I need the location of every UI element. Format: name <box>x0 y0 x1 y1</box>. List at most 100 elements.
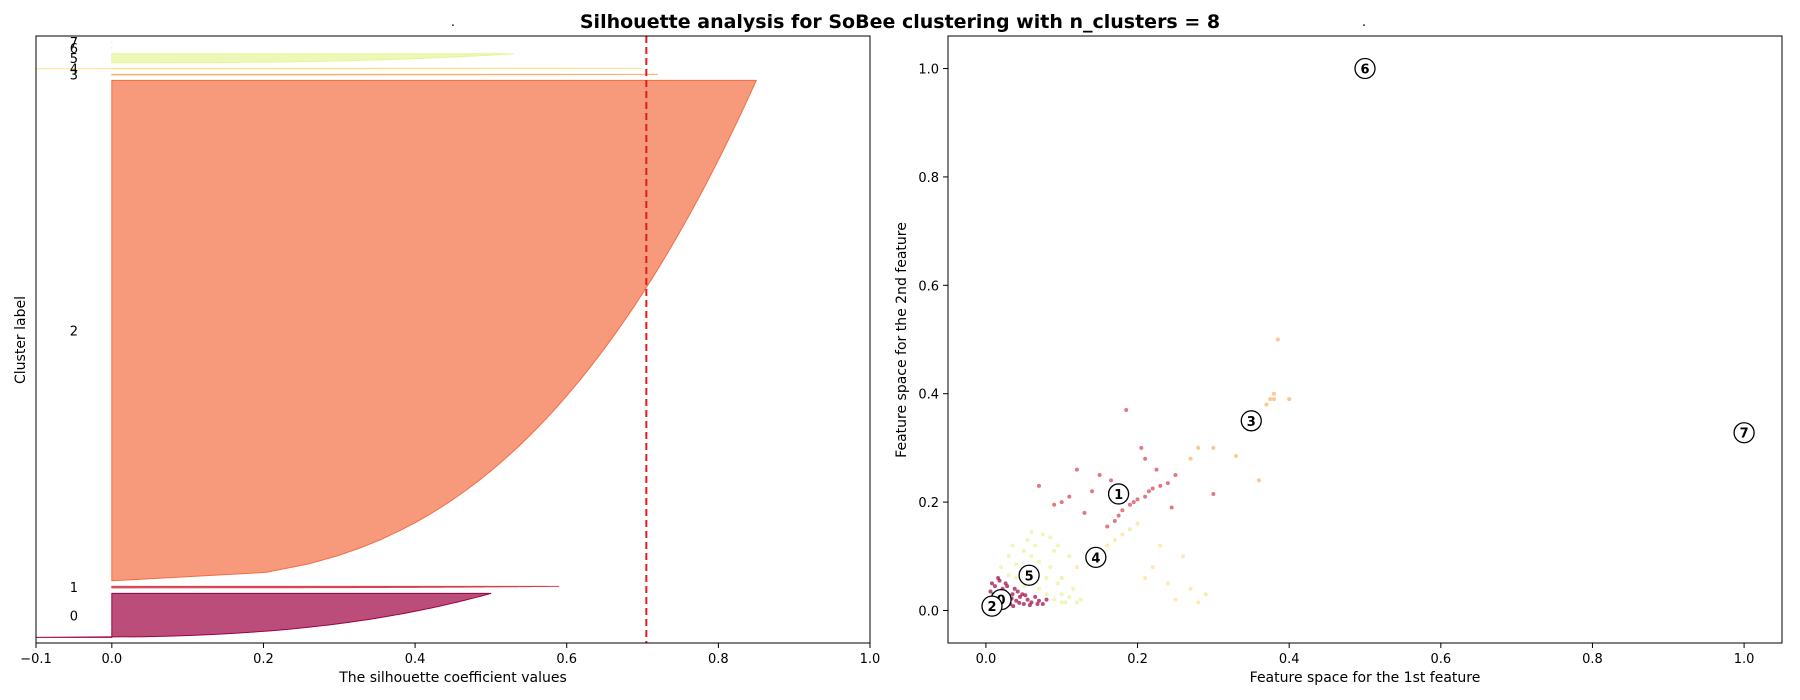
scatter-point-cluster-4 <box>1112 538 1117 543</box>
scatter-point-cluster-5 <box>1052 597 1057 602</box>
scatter-point-cluster-5 <box>1040 532 1045 537</box>
feature-space-plot-frame <box>947 35 1783 644</box>
feature-space-y-tick-label: 0.4 <box>918 388 939 403</box>
scatter-point-cluster-1 <box>1143 456 1148 461</box>
silhouette-x-tick-label: 0.8 <box>708 652 729 667</box>
scatter-point-cluster-3 <box>1272 391 1277 396</box>
scatter-point-cluster-4 <box>1196 600 1201 605</box>
cluster-center-2 <box>981 595 1003 617</box>
cluster-center-1 <box>1107 483 1130 505</box>
scatter-point-cluster-4 <box>1120 532 1125 537</box>
scatter-point-cluster-4 <box>1127 527 1132 532</box>
scatter-point-cluster-5 <box>1044 575 1049 580</box>
silhouette-x-tick-label: 0.2 <box>253 652 274 667</box>
scatter-point-cluster-0 <box>1033 594 1038 599</box>
scatter-point-cluster-0 <box>1015 589 1020 594</box>
scatter-point-cluster-1 <box>1127 502 1132 507</box>
silhouette-cluster-label-0: 0 <box>70 609 78 624</box>
scatter-point-cluster-3 <box>1196 445 1201 450</box>
scatter-point-cluster-5 <box>1059 592 1064 597</box>
cluster-center-5 <box>1018 564 1040 586</box>
scatter-point-cluster-0 <box>996 575 1001 580</box>
scatter-point-cluster-0 <box>1035 601 1040 606</box>
scatter-point-cluster-5 <box>1029 529 1034 534</box>
figure-title: Silhouette analysis for SoBee clustering… <box>580 11 1220 33</box>
scatter-point-cluster-1 <box>1150 486 1155 491</box>
scatter-point-cluster-0 <box>1003 581 1008 586</box>
scatter-point-cluster-3 <box>1234 454 1239 459</box>
silhouette-cluster-label-3: 3 <box>70 69 78 84</box>
scatter-point-cluster-1 <box>1112 519 1117 524</box>
scatter-point-cluster-1 <box>1059 500 1064 505</box>
scatter-point-cluster-0 <box>1020 592 1025 597</box>
scatter-point-cluster-4 <box>1173 597 1178 602</box>
feature-space-y-tick-label: 0.6 <box>918 279 939 294</box>
feature-space-y-tick-label: 0.0 <box>918 604 939 619</box>
scatter-point-cluster-1 <box>1131 500 1136 505</box>
scatter-point-cluster-1 <box>1116 513 1121 518</box>
scatter-point-cluster-0 <box>1025 597 1030 602</box>
scatter-point-cluster-0 <box>988 589 993 594</box>
silhouette-cluster-label-5: 5 <box>70 52 78 67</box>
scatter-point-cluster-0 <box>1021 601 1026 606</box>
scatter-point-cluster-5 <box>1021 548 1026 553</box>
scatter-point-cluster-1 <box>1090 489 1095 494</box>
scatter-point-cluster-5 <box>1074 600 1079 605</box>
scatter-point-cluster-4 <box>1158 543 1163 548</box>
scatter-point-cluster-1 <box>1173 472 1178 477</box>
scatter-point-cluster-5 <box>1014 562 1019 567</box>
silhouette-x-tick-label: 0.4 <box>405 652 426 667</box>
silhouette-cluster-5 <box>111 53 514 64</box>
scatter-point-cluster-1 <box>1154 467 1159 472</box>
feature-space-x-axis-label: Feature space for the 1st feature <box>1250 670 1481 686</box>
feature-space-x-ticks: 0.0 0.2 0.4 0.6 0.8 1.0 <box>976 643 1755 667</box>
silhouette-cluster-label-6: 6 <box>70 42 78 57</box>
scatter-point-cluster-5 <box>1078 597 1083 602</box>
scatter-point-cluster-1 <box>1143 494 1148 499</box>
feature-space-x-tick-label: 0.8 <box>1582 652 1603 667</box>
feature-space-y-axis-label: Feature space for the 2nd feature <box>894 222 910 458</box>
scatter-point-cluster-0 <box>989 581 994 586</box>
feature-space-x-tick-label: 0.0 <box>976 652 997 667</box>
scatter-point-cluster-3 <box>1188 456 1193 461</box>
scatter-point-cluster-5 <box>1063 600 1068 605</box>
silhouette-cluster-0 <box>35 592 492 638</box>
scatter-point-cluster-3 <box>1287 397 1292 402</box>
scatter-point-cluster-0 <box>1011 604 1016 609</box>
scatter-point-cluster-1 <box>1074 467 1079 472</box>
silhouette-cluster-3 <box>111 73 658 76</box>
feature-space-x-tick-label: 1.0 <box>1734 652 1755 667</box>
scatter-point-cluster-4 <box>1181 554 1186 559</box>
scatter-point-cluster-4 <box>1203 592 1208 597</box>
scatter-point-cluster-3 <box>1264 402 1269 407</box>
scatter-point-cluster-1 <box>1082 510 1087 515</box>
scatter-point-cluster-5 <box>1071 586 1076 591</box>
scatter-point-cluster-1 <box>1097 472 1102 477</box>
scatter-point-cluster-0 <box>1012 586 1017 591</box>
cluster-center-7 <box>1733 422 1755 444</box>
scatter-point-cluster-3 <box>1275 337 1280 342</box>
scatter-point-cluster-5 <box>1033 543 1038 548</box>
scatter-point-cluster-5 <box>1036 559 1041 564</box>
silhouette-x-tick-label: 1.0 <box>860 652 881 667</box>
scatter-point-cluster-5 <box>1048 535 1053 540</box>
scatter-point-cluster-1 <box>1146 489 1151 494</box>
cluster-center-label-3: 3 <box>1247 415 1256 430</box>
scatter-point-cluster-5 <box>999 565 1004 570</box>
scatter-point-cluster-0 <box>1023 593 1028 598</box>
scatter-point-cluster-1 <box>1158 483 1163 488</box>
silhouette-cluster-1 <box>111 585 560 589</box>
scatter-point-cluster-1 <box>1135 497 1140 502</box>
feature-space-y-tick-label: 0.2 <box>918 496 939 511</box>
scatter-point-cluster-5 <box>1021 584 1026 589</box>
scatter-point-cluster-5 <box>1006 573 1011 578</box>
scatter-point-cluster-4 <box>1059 575 1064 580</box>
scatter-point-cluster-4 <box>1165 581 1170 586</box>
scatter-point-cluster-1 <box>1105 524 1110 529</box>
silhouette-x-tick-label: −0.1 <box>20 652 52 667</box>
silhouette-y-axis-label: Cluster label <box>13 296 29 384</box>
scatter-point-cluster-5 <box>1014 575 1019 580</box>
silhouette-cluster-label-1: 1 <box>70 581 78 596</box>
